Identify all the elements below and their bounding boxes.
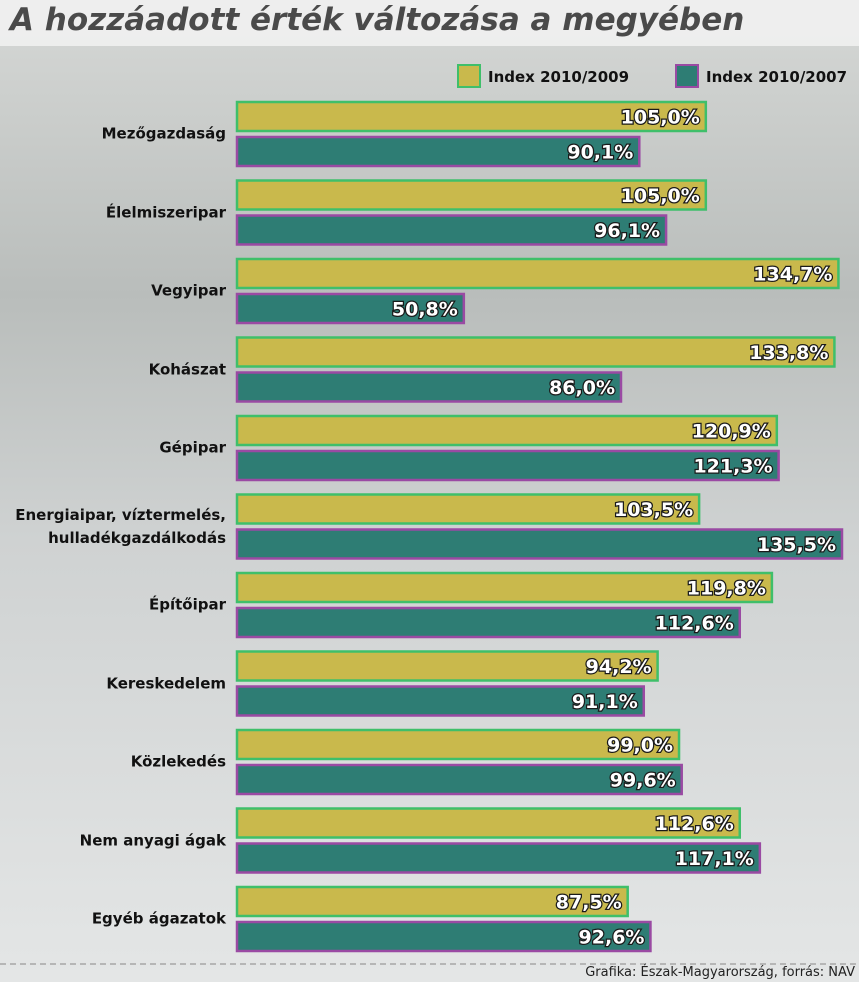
value-label: 94,2% bbox=[586, 656, 652, 678]
bar bbox=[237, 338, 834, 367]
value-label: 112,6% bbox=[655, 613, 734, 635]
category-label: Mezőgazdaság bbox=[0, 123, 226, 146]
infographic: A hozzáadott érték változása a megyében … bbox=[0, 0, 859, 982]
value-label: 91,1% bbox=[572, 691, 638, 713]
category-label: Nem anyagi ágak bbox=[0, 829, 226, 852]
value-label: 119,8% bbox=[687, 578, 766, 600]
category-label: Építőipar bbox=[0, 594, 226, 617]
category-label: Gépipar bbox=[0, 437, 226, 460]
value-label: 87,5% bbox=[556, 892, 622, 914]
value-label: 135,5% bbox=[757, 534, 836, 556]
value-label: 105,0% bbox=[621, 185, 700, 207]
category-label: Energiaipar, víztermelés, hulladékgazdál… bbox=[0, 504, 226, 550]
value-label: 134,7% bbox=[753, 264, 832, 286]
category-label: Kohászat bbox=[0, 358, 226, 381]
value-label: 96,1% bbox=[594, 220, 660, 242]
value-label: 99,6% bbox=[610, 770, 676, 792]
value-label: 121,3% bbox=[693, 456, 772, 478]
value-label: 133,8% bbox=[749, 342, 828, 364]
value-label: 120,9% bbox=[692, 421, 771, 443]
value-label: 105,0% bbox=[621, 107, 700, 129]
legend-swatch bbox=[458, 65, 480, 87]
value-label: 92,6% bbox=[579, 927, 645, 949]
legend-label: Index 2010/2009 bbox=[488, 68, 629, 86]
value-label: 112,6% bbox=[655, 813, 734, 835]
value-label: 50,8% bbox=[392, 299, 458, 321]
value-label: 117,1% bbox=[675, 848, 754, 870]
bar bbox=[237, 259, 838, 288]
category-label: Egyéb ágazatok bbox=[0, 908, 226, 931]
value-label: 90,1% bbox=[567, 142, 633, 164]
category-label: Közlekedés bbox=[0, 751, 226, 774]
category-label: Vegyipar bbox=[0, 280, 226, 303]
category-label: Kereskedelem bbox=[0, 672, 226, 695]
value-label: 99,0% bbox=[607, 735, 673, 757]
value-label: 103,5% bbox=[614, 499, 693, 521]
legend-swatch bbox=[676, 65, 698, 87]
chart-title: A hozzáadott érték változása a megyében bbox=[7, 2, 744, 38]
legend-label: Index 2010/2007 bbox=[706, 68, 847, 86]
category-label: Élelmiszeripar bbox=[0, 201, 226, 224]
value-label: 86,0% bbox=[549, 377, 615, 399]
source: Grafika: Észak-Magyarország, forrás: NAV bbox=[585, 964, 855, 980]
bar bbox=[237, 530, 842, 559]
